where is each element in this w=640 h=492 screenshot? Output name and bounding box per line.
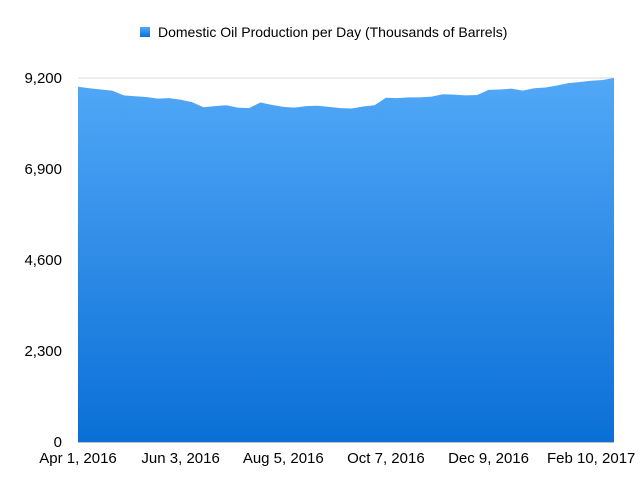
x-tick-label: Jun 3, 2016 <box>141 450 219 467</box>
x-tick-label: Dec 9, 2016 <box>448 450 529 467</box>
y-tick-label: 2,300 <box>24 343 62 360</box>
plot-area <box>78 78 614 442</box>
y-axis: 0 2,300 4,600 6,900 9,200 <box>24 70 62 451</box>
x-tick-label: Feb 10, 2017 <box>547 450 635 467</box>
x-axis: Apr 1, 2016 Jun 3, 2016 Aug 5, 2016 Oct 7, … <box>39 442 635 467</box>
y-tick-label: 0 <box>54 434 62 451</box>
x-tick-label: Oct 7, 2016 <box>347 450 425 467</box>
x-tick-label: Apr 1, 2016 <box>39 450 117 467</box>
y-tick-label: 9,200 <box>24 70 62 87</box>
series-area <box>78 78 614 442</box>
y-tick-label: 6,900 <box>24 161 62 178</box>
legend: Domestic Oil Production per Day (Thousan… <box>140 24 507 40</box>
legend-label: Domestic Oil Production per Day (Thousan… <box>158 24 507 40</box>
x-tick-label: Aug 5, 2016 <box>243 450 324 467</box>
y-tick-label: 4,600 <box>24 252 62 269</box>
legend-swatch <box>140 27 150 37</box>
